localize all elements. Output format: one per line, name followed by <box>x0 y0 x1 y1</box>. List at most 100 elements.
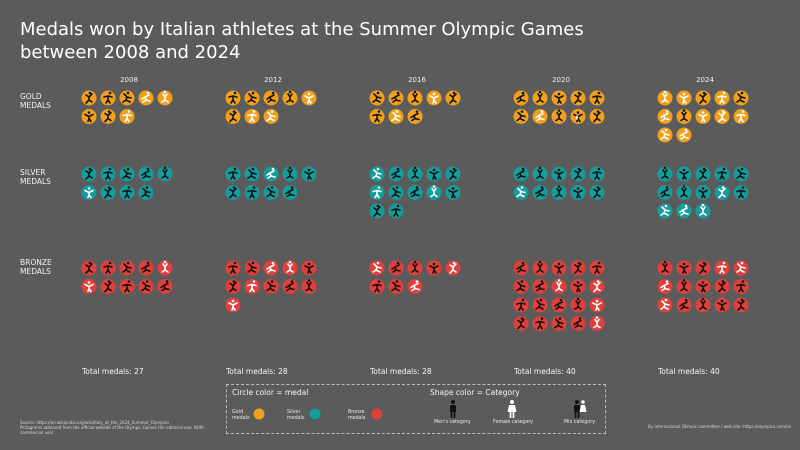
gold-medal <box>657 127 673 143</box>
bronze-medal <box>369 260 385 276</box>
athlete-head <box>520 317 524 320</box>
athlete-pictogram <box>573 319 583 329</box>
row-label-bronze: BRONZE MEDALS <box>20 258 52 276</box>
athlete-head <box>682 92 686 96</box>
athlete-pictogram <box>372 93 382 103</box>
athlete-head <box>108 91 112 95</box>
athlete-head <box>163 90 167 94</box>
athlete-pictogram <box>104 187 112 199</box>
athlete-head <box>702 261 706 265</box>
athlete-pictogram <box>679 95 689 104</box>
athlete-head <box>576 187 580 190</box>
athlete-head <box>682 185 686 188</box>
silver-medal <box>263 185 279 200</box>
athlete-pictogram <box>718 187 726 199</box>
gold-medal <box>369 109 385 124</box>
athlete-pictogram <box>161 169 169 179</box>
athlete-head <box>413 260 417 264</box>
athlete-head <box>701 203 705 207</box>
athlete-pictogram <box>554 318 564 329</box>
bronze-medal <box>733 297 749 313</box>
athlete-head <box>108 167 112 171</box>
athlete-head <box>558 317 562 320</box>
silver-medal <box>445 185 461 200</box>
athlete-head <box>664 298 668 302</box>
athlete-pictogram <box>736 93 746 103</box>
gold-medal <box>225 90 241 106</box>
athlete-pictogram <box>717 171 727 180</box>
athlete-head <box>701 187 705 190</box>
silver-medal <box>551 185 567 200</box>
athlete-head <box>413 90 417 94</box>
athlete-head <box>377 280 381 283</box>
athlete-pictogram <box>574 169 582 180</box>
athlete-pictogram <box>660 206 670 216</box>
athlete-head <box>377 110 381 113</box>
athlete-head <box>597 91 601 95</box>
athlete-pictogram <box>391 94 401 103</box>
athlete-pictogram <box>574 300 582 310</box>
athlete-pictogram <box>430 187 438 198</box>
silver-medal <box>426 166 442 182</box>
athlete-pictogram <box>228 302 238 311</box>
athlete-head <box>233 261 237 265</box>
bronze-medal <box>244 279 260 294</box>
silver-medal <box>407 185 423 200</box>
gold-medal <box>676 109 692 124</box>
silver-medal <box>714 166 730 182</box>
athlete-pictogram <box>305 281 313 292</box>
gold-medal <box>426 90 442 106</box>
athlete-head <box>165 280 169 283</box>
bronze-medal <box>513 260 529 276</box>
silver-medal <box>119 185 135 200</box>
bronze-medal <box>532 297 548 313</box>
athlete-head <box>557 168 561 172</box>
athlete-head <box>270 110 274 113</box>
athlete-pictogram <box>391 281 401 292</box>
bronze-medal <box>388 279 404 294</box>
athlete-head <box>722 167 726 171</box>
bronze-medal <box>388 260 404 276</box>
athlete-head <box>108 261 112 265</box>
athlete-head <box>270 280 274 283</box>
bronze-medal <box>676 279 692 294</box>
athlete-pictogram <box>266 111 276 122</box>
athlete-pictogram <box>103 95 113 104</box>
athlete-pictogram <box>535 188 545 198</box>
gold-medal <box>119 90 135 106</box>
athlete-pictogram <box>736 263 746 273</box>
athlete-head <box>597 167 601 171</box>
athlete-head <box>432 262 436 266</box>
athlete-head <box>376 204 380 208</box>
bronze-medal <box>244 260 260 276</box>
mix-category-icon-female-head <box>581 400 585 404</box>
bronze-medal <box>369 279 385 294</box>
total-medals: Total medals: 40 <box>514 367 576 376</box>
gold-medal <box>244 109 260 124</box>
athlete-head <box>270 186 274 189</box>
athlete-pictogram <box>736 189 746 199</box>
athlete-head <box>233 91 237 95</box>
bronze-medal <box>81 279 97 294</box>
silver-medal <box>138 166 154 182</box>
credit-note: By Internacional Olimpic committee / web… <box>648 424 792 429</box>
athlete-head <box>740 167 744 171</box>
athlete-pictogram <box>449 93 457 104</box>
silver-medal <box>445 166 461 182</box>
silver-medal <box>513 185 529 200</box>
bronze-medal <box>282 279 298 294</box>
silver-medal <box>513 166 529 182</box>
bronze-medal <box>513 316 529 331</box>
athlete-head <box>702 167 706 171</box>
athlete-pictogram <box>285 188 295 198</box>
athlete-pictogram <box>717 302 727 311</box>
athlete-head <box>396 204 400 208</box>
athlete-pictogram <box>410 112 420 122</box>
athlete-pictogram <box>286 169 294 179</box>
athlete-head <box>415 186 419 189</box>
athlete-head <box>665 110 669 113</box>
athlete-head <box>232 280 236 283</box>
athlete-pictogram <box>247 283 257 293</box>
gold-medal <box>263 109 279 124</box>
athlete-head <box>557 185 561 188</box>
